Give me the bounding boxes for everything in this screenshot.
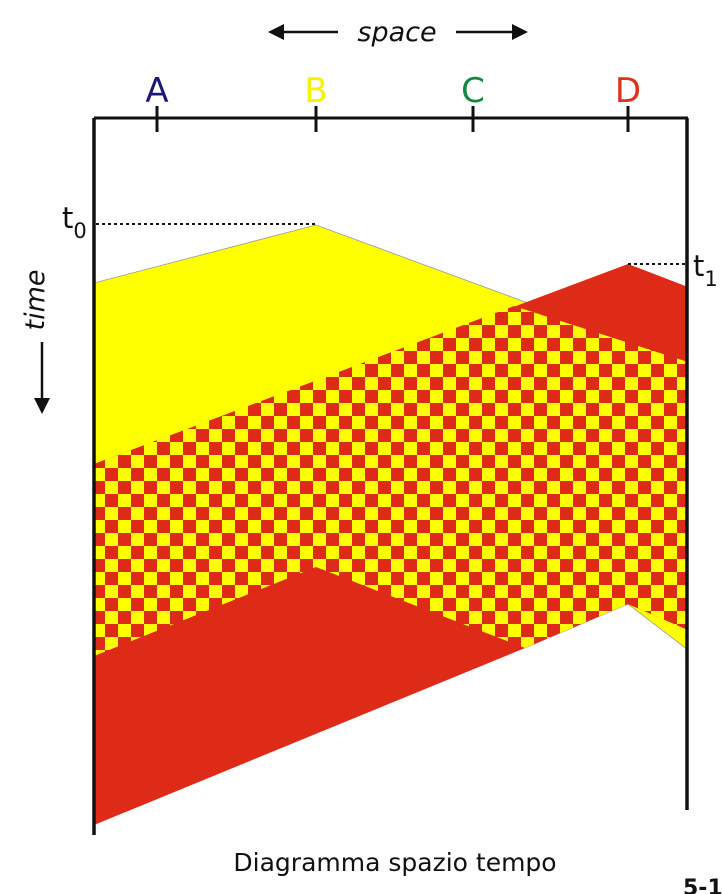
t0-marker: t0 — [62, 201, 316, 243]
signal-regions — [93, 224, 689, 825]
node-label-b: B — [304, 71, 327, 111]
space-left-arrow — [268, 24, 338, 40]
t1-sub: 1 — [704, 267, 717, 291]
svg-text:t0: t0 — [62, 201, 87, 243]
t1-base: t — [693, 249, 704, 283]
page-number: 5-10 — [683, 876, 722, 894]
time-down-arrow — [34, 342, 50, 414]
time-axis: time — [20, 269, 51, 414]
time-label: time — [20, 269, 51, 330]
node-label-d: D — [615, 71, 641, 111]
svg-text:t1: t1 — [693, 249, 718, 291]
space-axis-header: space — [268, 17, 528, 48]
space-right-arrow — [456, 24, 528, 40]
t0-sub: 0 — [73, 219, 86, 243]
collision-zone — [94, 306, 688, 656]
space-label: space — [357, 17, 436, 48]
node-label-c: C — [461, 71, 485, 111]
node-label-a: A — [145, 71, 168, 111]
t0-base: t — [62, 201, 73, 235]
diagram-caption: Diagramma spazio tempo — [233, 848, 556, 877]
bus-line — [94, 106, 688, 132]
t1-marker: t1 — [628, 249, 718, 291]
